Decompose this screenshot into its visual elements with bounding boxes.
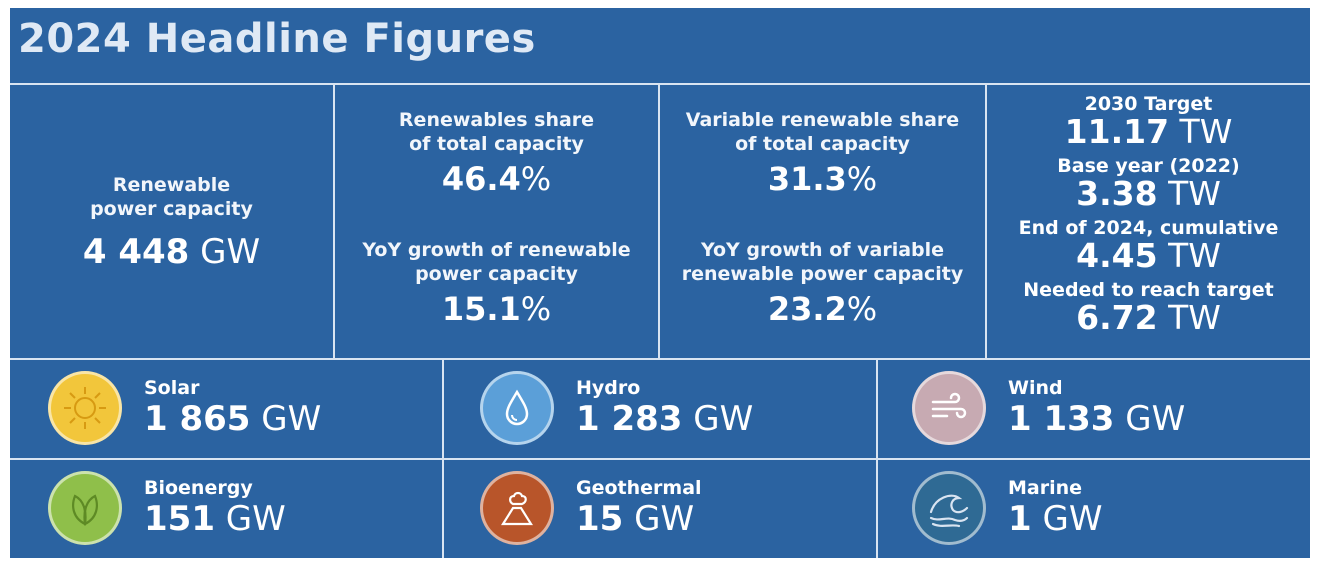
target-number: 11.17 bbox=[1065, 112, 1169, 151]
renewable-capacity-card: Renewable power capacity 4 448 GW bbox=[10, 85, 333, 358]
source-hydro: Hydro 1 283 GW bbox=[480, 371, 753, 445]
leaf-icon bbox=[48, 471, 122, 545]
water-drop-icon bbox=[480, 371, 554, 445]
source-unit: GW bbox=[634, 499, 694, 539]
growth-label-1: YoY growth of renewable bbox=[362, 238, 630, 262]
growth-value: 15.1% bbox=[442, 290, 551, 328]
source-number: 15 bbox=[576, 499, 623, 539]
renewables-share-card: Renewables share of total capacity 46.4% bbox=[335, 108, 658, 198]
target-unit: TW bbox=[1168, 236, 1221, 275]
var-growth-value: 23.2% bbox=[768, 290, 877, 328]
source-value: 15 GW bbox=[576, 499, 702, 539]
target-value: 6.72 TW bbox=[1076, 301, 1221, 335]
capacity-value: 4 448 GW bbox=[83, 233, 260, 271]
page-title: 2024 Headline Figures bbox=[18, 16, 536, 62]
source-unit: GW bbox=[1125, 399, 1185, 439]
share-unit: % bbox=[521, 160, 551, 198]
growth-label-2: power capacity bbox=[415, 262, 578, 286]
headline-figures-panel: 2024 Headline Figures Renewable power ca… bbox=[10, 8, 1310, 558]
source-value: 1 133 GW bbox=[1008, 399, 1185, 439]
capacity-number: 4 448 bbox=[83, 232, 189, 272]
source-name: Marine bbox=[1008, 477, 1102, 499]
variable-share-card: Variable renewable share of total capaci… bbox=[660, 108, 985, 198]
var-share-label-1: Variable renewable share bbox=[686, 108, 959, 132]
source-solar: Solar 1 865 GW bbox=[48, 371, 321, 445]
target-number: 3.38 bbox=[1076, 174, 1157, 213]
source-unit: GW bbox=[261, 399, 321, 439]
share-value: 46.4% bbox=[442, 160, 551, 198]
divider bbox=[442, 358, 444, 558]
source-name: Hydro bbox=[576, 377, 753, 399]
source-name: Solar bbox=[144, 377, 321, 399]
source-value: 1 865 GW bbox=[144, 399, 321, 439]
share-label-2: of total capacity bbox=[409, 132, 584, 156]
divider bbox=[10, 458, 1310, 460]
var-share-label-2: of total capacity bbox=[735, 132, 910, 156]
target-number: 4.45 bbox=[1076, 236, 1157, 275]
share-number: 46.4 bbox=[442, 160, 521, 198]
target-unit: TW bbox=[1168, 174, 1221, 213]
share-label-1: Renewables share bbox=[399, 108, 594, 132]
var-growth-number: 23.2 bbox=[768, 290, 847, 328]
source-unit: GW bbox=[1042, 499, 1102, 539]
source-marine: Marine 1 GW bbox=[912, 471, 1102, 545]
target-value: 4.45 TW bbox=[1076, 239, 1221, 273]
variable-growth-card: YoY growth of variable renewable power c… bbox=[660, 238, 985, 328]
source-name: Wind bbox=[1008, 377, 1185, 399]
sun-icon bbox=[48, 371, 122, 445]
source-number: 1 283 bbox=[576, 399, 682, 439]
var-growth-label-1: YoY growth of variable bbox=[701, 238, 944, 262]
capacity-unit: GW bbox=[200, 232, 260, 272]
growth-number: 15.1 bbox=[442, 290, 521, 328]
source-name: Geothermal bbox=[576, 477, 702, 499]
wave-icon bbox=[912, 471, 986, 545]
source-value: 151 GW bbox=[144, 499, 286, 539]
target-number: 6.72 bbox=[1076, 298, 1157, 337]
wind-icon bbox=[912, 371, 986, 445]
divider bbox=[10, 358, 1310, 360]
source-number: 1 133 bbox=[1008, 399, 1114, 439]
var-share-unit: % bbox=[847, 160, 877, 198]
renewables-growth-card: YoY growth of renewable power capacity 1… bbox=[335, 238, 658, 328]
source-bioenergy: Bioenergy 151 GW bbox=[48, 471, 286, 545]
source-value: 1 283 GW bbox=[576, 399, 753, 439]
source-unit: GW bbox=[226, 499, 286, 539]
source-number: 151 bbox=[144, 499, 215, 539]
capacity-label-1: Renewable bbox=[113, 173, 230, 197]
var-share-value: 31.3% bbox=[768, 160, 877, 198]
divider bbox=[876, 358, 878, 558]
target-unit: TW bbox=[1168, 298, 1221, 337]
volcano-icon bbox=[480, 471, 554, 545]
source-wind: Wind 1 133 GW bbox=[912, 371, 1185, 445]
target-unit: TW bbox=[1180, 112, 1233, 151]
target-value: 11.17 TW bbox=[1065, 115, 1233, 149]
var-growth-label-2: renewable power capacity bbox=[682, 262, 963, 286]
source-geothermal: Geothermal 15 GW bbox=[480, 471, 702, 545]
source-name: Bioenergy bbox=[144, 477, 286, 499]
capacity-label-2: power capacity bbox=[90, 197, 253, 221]
source-number: 1 865 bbox=[144, 399, 250, 439]
source-unit: GW bbox=[693, 399, 753, 439]
source-number: 1 bbox=[1008, 499, 1032, 539]
var-growth-unit: % bbox=[847, 290, 877, 328]
var-share-number: 31.3 bbox=[768, 160, 847, 198]
source-value: 1 GW bbox=[1008, 499, 1102, 539]
target-value: 3.38 TW bbox=[1076, 177, 1221, 211]
growth-unit: % bbox=[521, 290, 551, 328]
targets-card: 2030 Target 11.17 TW Base year (2022) 3.… bbox=[987, 93, 1310, 341]
